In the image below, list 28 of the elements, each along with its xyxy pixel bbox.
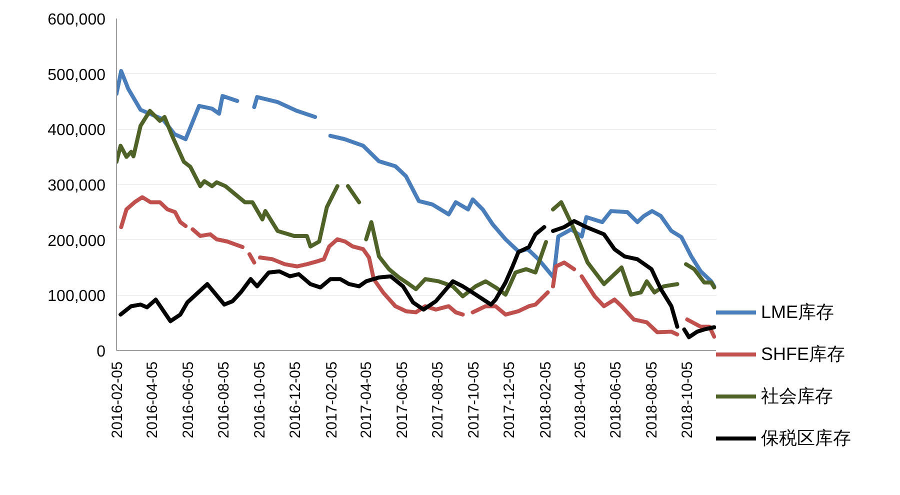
y-tick-label: 600,000 <box>48 12 106 28</box>
x-tick-label: 2016-04-05 <box>144 361 162 438</box>
y-tick-label: 400,000 <box>48 122 106 140</box>
x-tick-label: 2016-02-05 <box>109 361 126 438</box>
x-tick-label: 2017-08-05 <box>430 361 447 438</box>
x-tick-label: 2016-06-05 <box>180 361 197 438</box>
x-tick-label: 2018-06-05 <box>608 361 625 438</box>
x-tick-label: 2017-02-05 <box>323 361 340 438</box>
x-tick-label: 2018-08-05 <box>643 361 660 438</box>
x-tick-label: 2016-12-05 <box>287 361 304 438</box>
x-tick-label: 2016-08-05 <box>216 361 233 438</box>
y-tick-label: 300,000 <box>48 178 106 194</box>
legend-label: 保税区库存 <box>761 427 851 450</box>
y-tick-label: 100,000 <box>48 288 106 306</box>
x-tick-label: 2018-02-05 <box>537 361 554 438</box>
y-tick-label: 0 <box>96 344 106 360</box>
legend-label: LME库存 <box>761 301 834 324</box>
x-tick-label: 2018-10-05 <box>679 361 696 438</box>
x-tick-label: 2018-04-05 <box>572 361 589 438</box>
x-tick-label: 2017-04-05 <box>358 361 376 438</box>
legend-label: 社会库存 <box>761 385 833 408</box>
y-tick-label: 200,000 <box>48 232 106 250</box>
x-tick-label: 2017-10-05 <box>465 361 482 438</box>
x-tick-label: 2017-06-05 <box>394 361 411 438</box>
x-tick-label: 2016-10-05 <box>251 361 268 438</box>
legend-label: SHFE库存 <box>761 343 846 366</box>
x-tick-label: 2017-12-05 <box>500 361 518 438</box>
y-tick-label: 500,000 <box>48 66 106 84</box>
